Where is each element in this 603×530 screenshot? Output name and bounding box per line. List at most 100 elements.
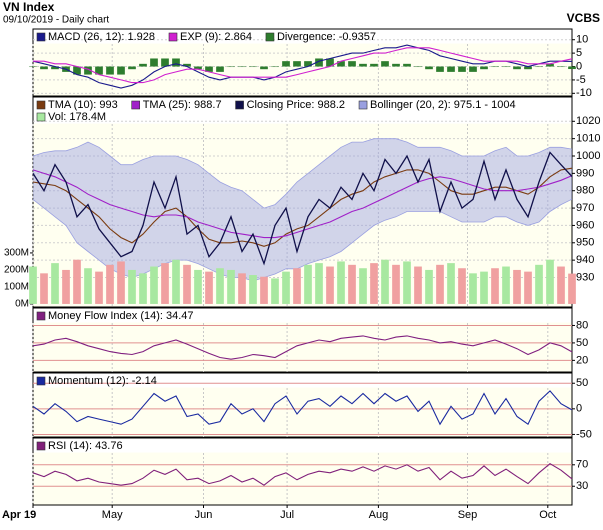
bar [183, 264, 191, 304]
y-tick-label: 50 [576, 377, 588, 389]
bar [381, 61, 389, 67]
y-tick-label: 0 [576, 60, 582, 72]
bar [469, 273, 477, 304]
bar [491, 66, 499, 68]
bar [216, 66, 224, 72]
bar [172, 259, 180, 304]
series-line [32, 390, 573, 426]
bar [315, 58, 323, 67]
bar [161, 58, 169, 67]
bar [414, 266, 422, 304]
bar [194, 66, 202, 70]
bar [40, 66, 48, 70]
legend-strip [33, 308, 572, 323]
legend-swatch [235, 100, 244, 110]
bar [117, 66, 125, 75]
bar [546, 63, 554, 67]
bar [139, 273, 147, 304]
y-tick-label: 1010 [576, 133, 600, 145]
legend-strip [33, 373, 572, 388]
series-line [32, 463, 573, 486]
bar [502, 266, 510, 304]
series-line [33, 47, 573, 84]
bar [348, 264, 356, 304]
legend-label: TMA (25): 988.7 [143, 99, 222, 111]
bar [326, 58, 334, 67]
bar [117, 261, 125, 304]
bar [315, 263, 323, 304]
bar [304, 264, 312, 304]
bar [370, 263, 378, 304]
legend-label: Money Flow Index (14): 34.47 [48, 310, 194, 322]
legend-label: RSI (14): 43.76 [48, 440, 123, 452]
y-tick-label: 980 [576, 185, 594, 197]
bar [260, 66, 268, 70]
y-tick-label: 0 [576, 403, 582, 415]
legend-label: Vol: 178.4M [48, 111, 106, 123]
bar [337, 261, 345, 304]
y-tick-label: 930 [576, 271, 594, 283]
bar [447, 66, 455, 72]
band-fill [33, 138, 572, 281]
y2-tick-label: 100M [4, 282, 29, 293]
legend-label: EXP (9): 2.864 [180, 31, 252, 43]
bar [469, 66, 477, 72]
plot [29, 138, 576, 304]
y-tick-label: 940 [576, 254, 594, 266]
legend-label: Closing Price: 988.2 [247, 99, 345, 111]
y2-tick-label: 300M [4, 248, 29, 259]
bar [293, 268, 301, 304]
y-tick-label: 1000 [576, 150, 600, 162]
bar [172, 58, 180, 67]
bar [128, 269, 136, 304]
y2-tick-label: 0M [15, 299, 29, 310]
legend-strip [33, 97, 572, 124]
bar [40, 273, 48, 304]
y-tick-label: 960 [576, 219, 594, 231]
bar [546, 259, 554, 304]
bar [106, 66, 114, 75]
bar [73, 66, 81, 75]
bar [337, 61, 345, 67]
plot [29, 44, 576, 89]
bar [513, 269, 521, 304]
bar [502, 66, 510, 68]
bar [205, 66, 213, 72]
bar [392, 264, 400, 304]
bar [436, 66, 444, 72]
y-tick-label: 50 [576, 337, 588, 349]
bar [84, 268, 92, 304]
y-tick-label: 30 [576, 480, 588, 492]
bar [304, 61, 312, 67]
legend-swatch [358, 100, 368, 110]
bar [227, 269, 235, 304]
bar [95, 271, 103, 304]
x-tick-label: May [102, 509, 123, 521]
bar [51, 66, 59, 70]
bar [348, 61, 356, 67]
bar [183, 63, 191, 67]
bar [557, 66, 565, 68]
y-tick-label: -50 [576, 428, 592, 440]
bar [557, 266, 565, 304]
legend-swatch [36, 376, 46, 386]
bar [381, 259, 389, 304]
y-tick-label: 5 [576, 47, 582, 59]
bar [436, 264, 444, 304]
bar [568, 273, 576, 304]
bar [260, 276, 268, 304]
bar [282, 61, 290, 67]
plot [32, 335, 573, 360]
y-tick-label: 990 [576, 167, 594, 179]
bar [271, 66, 279, 68]
bar [535, 264, 543, 304]
bar [568, 66, 576, 70]
legend-label: Momentum (12): -2.14 [48, 375, 157, 387]
bar [480, 271, 488, 304]
x-tick-label: Jul [280, 509, 294, 521]
bar [106, 264, 114, 304]
series-line [32, 151, 573, 266]
bar [392, 63, 400, 67]
y2-tick-label: 200M [4, 265, 29, 276]
